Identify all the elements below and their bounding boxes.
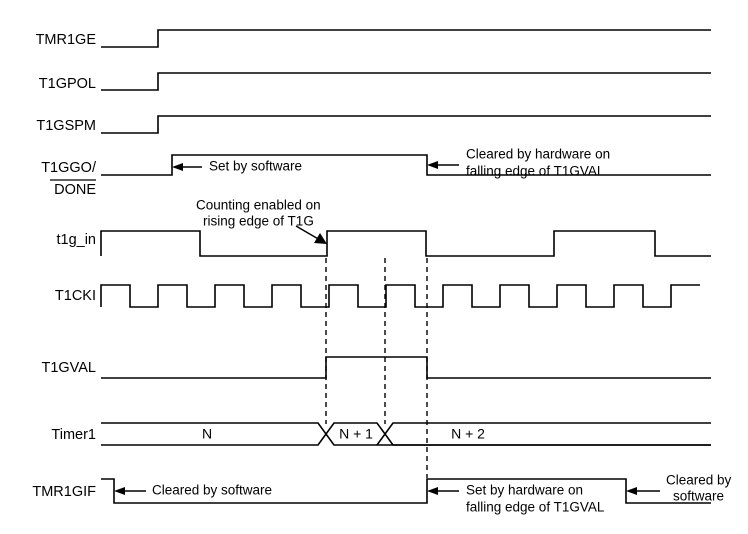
- waveform-t1cki: [100, 284, 700, 308]
- annotation-text-counting-enabled-line2: rising edge of T1G: [203, 214, 314, 229]
- waveform-timer1-bus: N N + 1 N + 2: [101, 422, 711, 446]
- cleared-by-software-arrowhead: [114, 487, 125, 495]
- annotation-text-cleared-by-hardware-line1: Cleared by hardware on: [466, 147, 610, 162]
- signal-label-tmr1ge: TMR1GE: [36, 32, 97, 48]
- annotation-cleared-by-software-2: Cleared by software: [626, 473, 732, 504]
- set-by-software-arrowhead: [172, 163, 183, 171]
- signal-label-t1cki: T1CKI: [55, 288, 96, 304]
- waveform-t1gspm: [101, 115, 711, 134]
- signal-label-t1gspm: T1GSPM: [36, 118, 96, 134]
- timer1-value-n: N: [202, 426, 212, 442]
- annotation-set-by-software: Set by software: [172, 159, 302, 174]
- annotation-text-cleared-by-hardware-line2: falling edge of T1GVAL: [466, 164, 605, 179]
- timer1-value-n1: N + 1: [339, 426, 373, 442]
- annotation-text-cleared-by-software-2-line1: Cleared by: [666, 473, 732, 488]
- annotation-text-set-by-software: Set by software: [209, 159, 302, 174]
- annotation-set-by-hardware: Set by hardware on falling edge of T1GVA…: [427, 483, 605, 515]
- annotation-text-set-by-hardware-line1: Set by hardware on: [466, 483, 583, 498]
- signal-label-tmr1gif: TMR1GIF: [32, 484, 96, 500]
- waveform-t1gval: [101, 356, 711, 379]
- set-by-hardware-arrowhead: [427, 487, 438, 495]
- signal-label-t1ggo: T1GGO/: [41, 160, 97, 176]
- timer1-value-n2: N + 2: [451, 426, 485, 442]
- annotation-text-counting-enabled-line1: Counting enabled on: [196, 198, 321, 213]
- annotation-text-cleared-by-software: Cleared by software: [152, 483, 272, 498]
- cleared-by-hardware-arrowhead: [427, 161, 438, 169]
- cleared-by-software-2-arrowhead: [626, 487, 637, 495]
- signal-label-done: DONE: [54, 182, 96, 198]
- waveform-tmr1ge: [101, 29, 711, 48]
- annotation-text-cleared-by-software-2-line2: software: [673, 489, 724, 504]
- annotation-text-set-by-hardware-line2: falling edge of T1GVAL: [466, 500, 605, 515]
- signal-label-timer1: Timer1: [51, 427, 96, 443]
- signal-label-t1g-in: t1g_in: [56, 232, 96, 248]
- waveform-t1g-in: [100, 230, 711, 257]
- waveform-t1ggo-done: [101, 154, 711, 176]
- dashed-markers: [325, 258, 428, 478]
- signal-label-t1gpol: T1GPOL: [39, 76, 96, 92]
- annotation-counting-enabled: Counting enabled on rising edge of T1G: [196, 198, 327, 244]
- signal-label-t1gval: T1GVAL: [41, 360, 96, 376]
- counting-enabled-arrowhead: [314, 233, 327, 244]
- signal-labels: TMR1GE T1GPOL T1GSPM T1GGO/ DONE t1g_in …: [32, 32, 97, 500]
- waveform-t1gpol: [101, 72, 711, 91]
- annotation-cleared-by-hardware: Cleared by hardware on falling edge of T…: [427, 147, 610, 179]
- annotation-cleared-by-software: Cleared by software: [114, 483, 272, 498]
